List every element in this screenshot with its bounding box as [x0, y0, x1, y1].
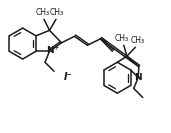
- Text: N: N: [46, 46, 54, 55]
- Text: CH₃: CH₃: [115, 34, 129, 43]
- Text: CH₃: CH₃: [36, 8, 50, 17]
- Text: N: N: [134, 73, 142, 82]
- Text: +: +: [52, 43, 58, 52]
- Text: CH₃: CH₃: [131, 36, 145, 45]
- Text: CH₃: CH₃: [50, 8, 64, 17]
- Text: I⁻: I⁻: [64, 72, 73, 82]
